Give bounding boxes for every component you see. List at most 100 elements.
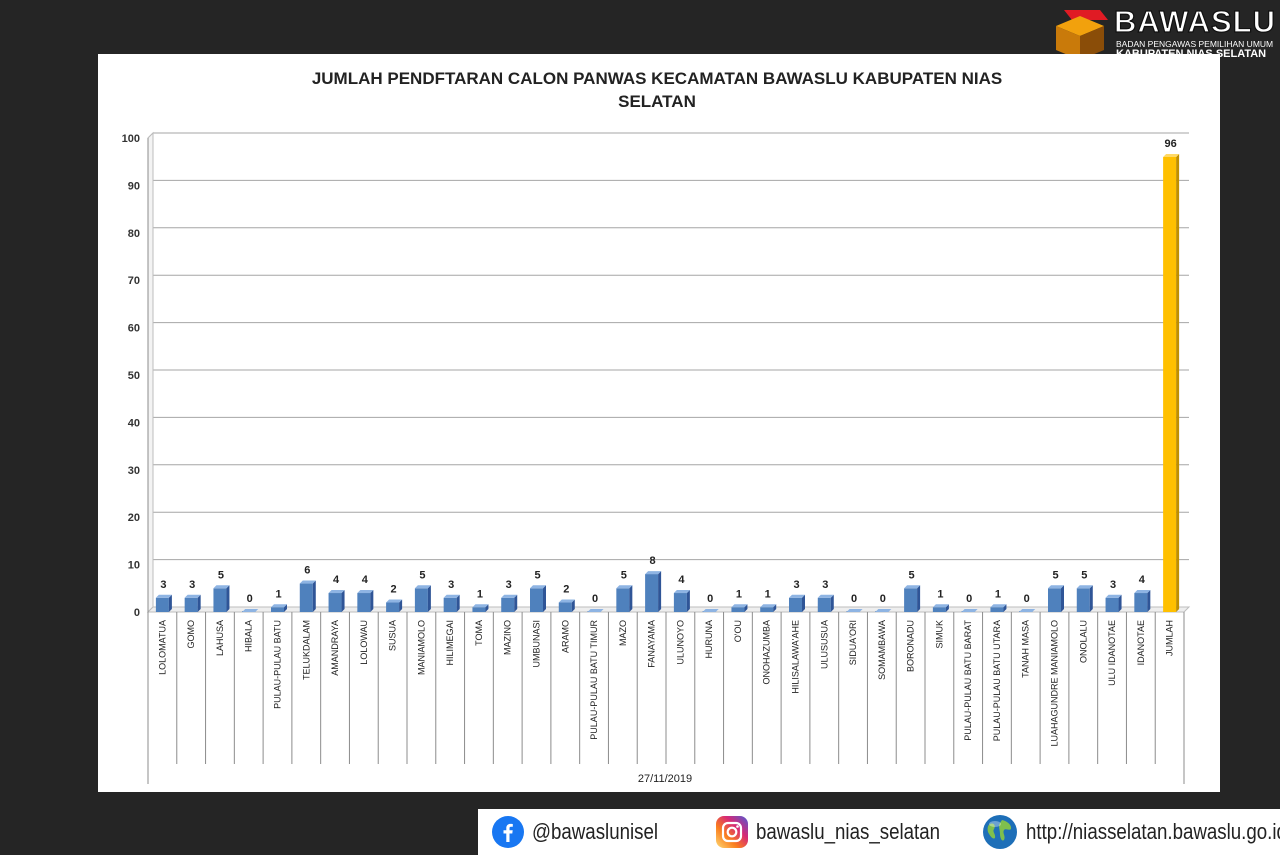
x-tick-label: TANAH MASA <box>1021 620 1031 678</box>
bars <box>155 153 1180 612</box>
gridline <box>147 227 1189 234</box>
data-label: 5 <box>1052 569 1058 581</box>
data-label: 3 <box>793 579 799 591</box>
bar <box>414 585 431 612</box>
facebook-link[interactable]: @bawaslunisel <box>492 809 680 855</box>
bar <box>155 594 172 612</box>
x-tick-label: ONOLALU <box>1078 620 1088 663</box>
data-label: 1 <box>765 588 771 600</box>
gridline <box>147 132 1189 139</box>
y-tick-label: 100 <box>122 133 140 145</box>
bar <box>299 580 316 612</box>
x-tick-label: SIDUA'ORI <box>848 620 858 665</box>
x-tick-label: LOLOMATUA <box>157 620 167 675</box>
data-label: 96 <box>1164 138 1176 150</box>
instagram-link[interactable]: bawaslu_nias_selatan <box>716 809 973 855</box>
x-tick-label: SIMUK <box>934 620 944 649</box>
y-tick-label: 40 <box>128 417 140 429</box>
data-label: 0 <box>880 593 886 605</box>
y-tick-label: 70 <box>128 275 140 287</box>
data-label: 5 <box>534 569 540 581</box>
instagram-handle: bawaslu_nias_selatan <box>756 819 941 844</box>
x-tick-label: ULU IDANOTAE <box>1107 620 1117 686</box>
facebook-handle: @bawaslunisel <box>532 819 659 844</box>
bar <box>1019 609 1036 612</box>
globe-icon <box>983 815 1017 849</box>
x-tick-label: MAZO <box>618 620 628 646</box>
instagram-icon <box>716 816 748 848</box>
gridline <box>147 179 1189 186</box>
bar <box>673 590 690 612</box>
bar <box>846 609 863 612</box>
bar <box>242 609 259 612</box>
logo-brand: BAWASLU <box>1113 4 1276 39</box>
x-tick-label: GOMO <box>186 620 196 649</box>
x-tick-label: JUMLAH <box>1165 620 1175 656</box>
data-label: 3 <box>506 579 512 591</box>
y-tick-label: 90 <box>128 180 140 192</box>
x-tick-label: MANIAMOLO <box>416 620 426 675</box>
y-tick-label: 30 <box>128 465 140 477</box>
bar <box>271 604 287 612</box>
x-tick-label: SOMAMBAWA <box>877 620 887 680</box>
side-wall <box>147 131 154 614</box>
bar <box>558 599 575 612</box>
data-label: 4 <box>1139 574 1146 586</box>
bar <box>357 590 374 612</box>
bar-chart: JUMLAH PENDFTARAN CALON PANWAS KECAMATAN… <box>122 69 1191 785</box>
data-label: 2 <box>391 584 397 596</box>
x-tick-label: HILISALAWA'AHE <box>791 620 801 694</box>
data-label: 1 <box>275 588 281 600</box>
bar <box>1105 594 1122 612</box>
bar <box>184 594 201 612</box>
gridline <box>147 322 1189 328</box>
x-axis-label: 27/11/2019 <box>638 773 692 785</box>
data-label: 5 <box>419 569 425 581</box>
data-label: 6 <box>304 565 310 577</box>
bar <box>472 604 489 612</box>
x-tick-label: PULAU-PULAU BATU <box>273 620 283 709</box>
bar <box>904 585 921 612</box>
data-label: 0 <box>247 593 253 605</box>
y-tick-label: 0 <box>134 607 140 619</box>
data-label: 3 <box>160 579 166 591</box>
website-link[interactable]: http://niasselatan.bawaslu.go.id/ <box>982 809 1280 855</box>
data-label: 0 <box>592 593 598 605</box>
x-tick-label: PULAU-PULAU BATU BARAT <box>963 620 973 741</box>
bar <box>530 585 546 612</box>
bar <box>817 594 834 612</box>
data-label: 3 <box>822 579 828 591</box>
bar <box>731 604 748 612</box>
bar <box>875 609 892 612</box>
bar <box>760 604 777 612</box>
bar <box>1134 590 1151 612</box>
bar <box>1048 585 1064 612</box>
data-label: 4 <box>333 574 340 586</box>
x-tick-label: FANAYAMA <box>647 620 657 668</box>
x-tick-label: HURUNA <box>704 620 714 659</box>
x-tick-label: PULAU-PULAU BATU UTARA <box>992 620 1002 741</box>
data-label: 1 <box>477 588 483 600</box>
data-label: 1 <box>736 588 742 600</box>
data-label: 3 <box>189 579 195 591</box>
logo-subtitle: BADAN PENGAWAS PEMILIHAN UMUM <box>1116 39 1274 49</box>
bawaslu-emblem-icon <box>1056 10 1108 60</box>
x-tick-label: LAHUSA <box>215 620 225 656</box>
data-label: 3 <box>448 579 454 591</box>
bar <box>961 609 978 612</box>
bar <box>645 571 662 612</box>
bar <box>213 585 230 612</box>
bar <box>501 594 518 612</box>
x-tick-label: MAZINO <box>503 620 513 655</box>
gridline <box>147 274 1189 281</box>
bar <box>386 599 403 612</box>
website-url: http://niasselatan.bawaslu.go.id/ <box>1026 819 1280 844</box>
bar <box>789 594 805 612</box>
gridline <box>147 464 1189 471</box>
x-tick-label: O'OU <box>733 620 743 642</box>
x-tick-label: LOLOWAU <box>359 620 369 665</box>
data-label: 1 <box>995 588 1001 600</box>
x-tick-label: BORONADU <box>906 620 916 672</box>
